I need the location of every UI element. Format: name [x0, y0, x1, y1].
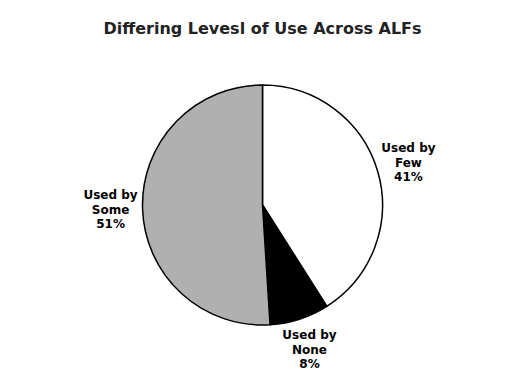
- slice-label-line: Few: [395, 155, 422, 169]
- slice-label: Used bySome: [83, 187, 137, 216]
- title: Differing Levesl of Use Across ALFs: [103, 19, 421, 38]
- slice: [263, 205, 327, 325]
- slice-label-line: None: [292, 342, 327, 356]
- slice-label-line: Used by: [381, 140, 435, 154]
- slice-label: Used byNone: [282, 327, 336, 356]
- labels: Used byFew41%Used byNone8%Used bySome51%: [83, 140, 435, 371]
- slice-label-line: Some: [92, 202, 130, 216]
- slice: [142, 85, 270, 325]
- slice-label-line: Used by: [282, 327, 336, 341]
- data-label: 8%: [299, 357, 319, 371]
- chart: Differing Levesl of Use Across ALFs Used …: [0, 0, 525, 387]
- data-label: 51%: [96, 217, 125, 231]
- pie: [142, 85, 382, 325]
- data-label: 41%: [394, 170, 423, 184]
- slice-label: Used byFew: [381, 140, 435, 169]
- slice-label-line: Used by: [83, 187, 137, 201]
